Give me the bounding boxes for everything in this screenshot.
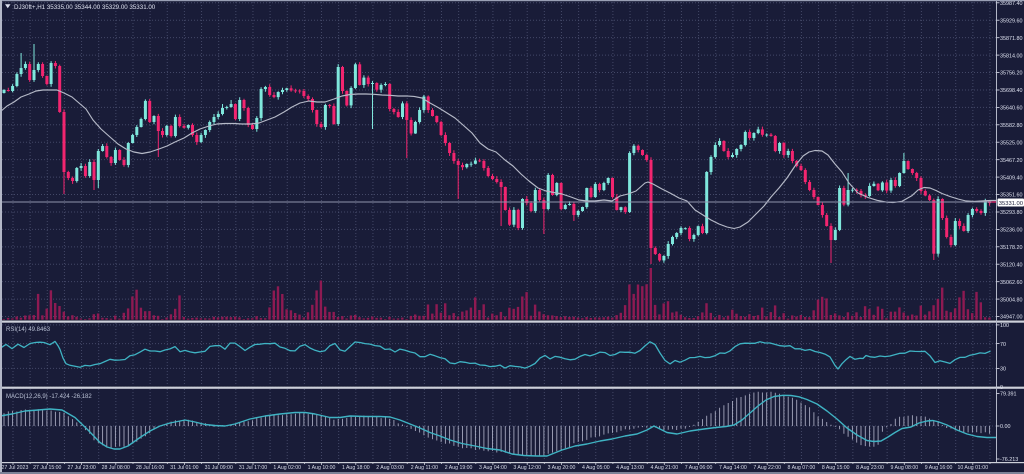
svg-text:35698.40: 35698.40 xyxy=(1000,88,1022,94)
svg-text:9 Aug 16:00: 9 Aug 16:00 xyxy=(925,465,953,471)
svg-text:RSI(14) 49.8463: RSI(14) 49.8463 xyxy=(6,327,51,333)
svg-text:35062.60: 35062.60 xyxy=(1000,280,1022,286)
svg-text:9 Aug 08:00: 9 Aug 08:00 xyxy=(890,465,918,471)
svg-text:35640.60: 35640.60 xyxy=(1000,106,1022,112)
svg-text:100: 100 xyxy=(1000,323,1009,329)
svg-text:2 Aug 19:00: 2 Aug 19:00 xyxy=(445,465,473,471)
svg-text:27 Jul 2023: 27 Jul 2023 xyxy=(2,465,29,471)
svg-text:35293.80: 35293.80 xyxy=(1000,210,1022,216)
svg-text:28 Jul 16:00: 28 Jul 16:00 xyxy=(136,465,164,471)
svg-text:35236.00: 35236.00 xyxy=(1000,228,1022,234)
svg-text:35525.00: 35525.00 xyxy=(1000,140,1022,146)
svg-text:3 Aug 20:00: 3 Aug 20:00 xyxy=(548,465,576,471)
svg-text:35004.80: 35004.80 xyxy=(1000,297,1022,303)
svg-text:35814.00: 35814.00 xyxy=(1000,53,1022,59)
svg-text:10 Aug 01:00: 10 Aug 01:00 xyxy=(958,465,989,471)
svg-text:8 Aug 15:00: 8 Aug 15:00 xyxy=(822,465,850,471)
svg-text:-76.213: -76.213 xyxy=(1000,457,1018,463)
svg-text:35987.40: 35987.40 xyxy=(1000,1,1022,7)
svg-text:35582.80: 35582.80 xyxy=(1000,123,1022,129)
svg-text:35331.00: 35331.00 xyxy=(999,201,1023,207)
svg-text:70: 70 xyxy=(1000,342,1006,348)
svg-text:28 Jul 08:00: 28 Jul 08:00 xyxy=(102,465,130,471)
svg-text:35409.40: 35409.40 xyxy=(1000,175,1022,181)
svg-text:2 Aug 03:00: 2 Aug 03:00 xyxy=(376,465,404,471)
svg-text:7 Aug 14:00: 7 Aug 14:00 xyxy=(719,465,747,471)
svg-text:35929.60: 35929.60 xyxy=(1000,18,1022,24)
svg-text:1 Aug 02:00: 1 Aug 02:00 xyxy=(273,465,301,471)
svg-text:3 Aug 04:00: 3 Aug 04:00 xyxy=(479,465,507,471)
svg-text:0.00: 0.00 xyxy=(1000,424,1011,430)
svg-text:35351.60: 35351.60 xyxy=(1000,193,1022,199)
svg-text:2 Aug 11:00: 2 Aug 11:00 xyxy=(411,465,438,471)
svg-text:27 Jul 23:00: 27 Jul 23:00 xyxy=(67,465,95,471)
svg-text:34947.00: 34947.00 xyxy=(1000,315,1022,321)
svg-text:8 Aug 23:00: 8 Aug 23:00 xyxy=(856,465,884,471)
svg-text:35756.20: 35756.20 xyxy=(1000,71,1022,77)
svg-text:DJ30ft+,H1 35335.00 35344.00: DJ30ft+,H1 35335.00 35344.00 35329.00 35… xyxy=(14,4,156,11)
svg-text:8 Aug 07:00: 8 Aug 07:00 xyxy=(788,465,816,471)
svg-text:35467.20: 35467.20 xyxy=(1000,158,1022,164)
svg-text:0: 0 xyxy=(1000,385,1003,391)
svg-text:35178.20: 35178.20 xyxy=(1000,245,1022,251)
svg-text:35871.80: 35871.80 xyxy=(1000,36,1022,42)
svg-text:7 Aug 22:00: 7 Aug 22:00 xyxy=(753,465,781,471)
svg-text:31 Jul 01:00: 31 Jul 01:00 xyxy=(170,465,198,471)
svg-text:31 Jul 09:00: 31 Jul 09:00 xyxy=(205,465,233,471)
svg-text:4 Aug 13:00: 4 Aug 13:00 xyxy=(616,465,644,471)
svg-text:MACD(12,26,9) -17.424 -26.182: MACD(12,26,9) -17.424 -26.182 xyxy=(6,394,92,400)
svg-text:4 Aug 05:00: 4 Aug 05:00 xyxy=(582,465,610,471)
svg-text:7 Aug 06:00: 7 Aug 06:00 xyxy=(685,465,713,471)
svg-text:4 Aug 21:00: 4 Aug 21:00 xyxy=(650,465,678,471)
svg-text:30: 30 xyxy=(1000,367,1006,373)
svg-text:1 Aug 10:00: 1 Aug 10:00 xyxy=(308,465,336,471)
svg-text:27 Jul 15:00: 27 Jul 15:00 xyxy=(33,465,61,471)
svg-text:35120.40: 35120.40 xyxy=(1000,262,1022,268)
svg-text:79.391: 79.391 xyxy=(1000,392,1017,398)
svg-text:3 Aug 12:00: 3 Aug 12:00 xyxy=(513,465,541,471)
svg-text:1 Aug 18:00: 1 Aug 18:00 xyxy=(342,465,370,471)
svg-text:31 Jul 17:00: 31 Jul 17:00 xyxy=(239,465,267,471)
